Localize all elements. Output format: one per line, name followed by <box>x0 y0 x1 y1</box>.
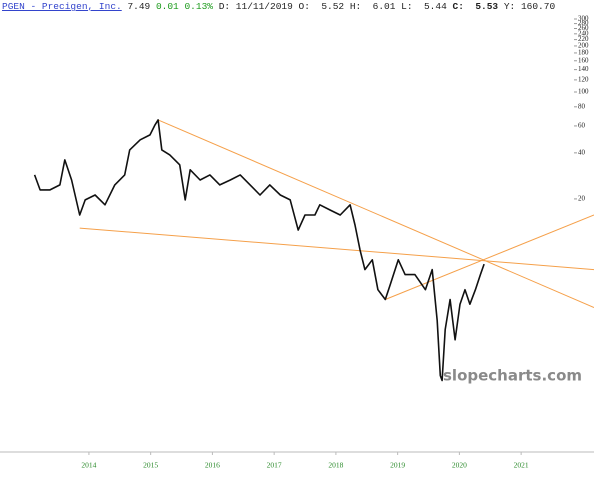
y-tick-label: 120 <box>578 75 589 83</box>
high-label: H: <box>349 1 362 12</box>
trendline <box>385 214 594 300</box>
y-tick-label: 280 <box>578 19 589 27</box>
symbol-link[interactable]: PGEN - Precigen, Inc. <box>2 1 122 12</box>
trendline <box>157 119 594 308</box>
price-line <box>33 119 485 382</box>
low: 5.44 <box>423 1 447 12</box>
y-tick-label: 200 <box>578 42 589 50</box>
change: 0.01 <box>155 1 179 12</box>
y-tick-label: 20 <box>578 195 586 203</box>
y-tick-label: 260 <box>578 24 589 32</box>
last-price: 7.49 <box>127 1 151 12</box>
x-tick-label: 2016 <box>205 461 220 470</box>
watermark: slopecharts.com <box>443 367 582 385</box>
x-tick-label: 2021 <box>514 461 529 470</box>
change-pct: 0.13% <box>184 1 213 12</box>
trendline <box>79 227 594 271</box>
high: 6.01 <box>372 1 396 12</box>
close: 5.53 <box>475 1 499 12</box>
y-tick-label: 40 <box>578 148 586 156</box>
y-label: Y: <box>503 1 516 12</box>
y-tick-label: 300 <box>578 15 589 23</box>
x-tick-label: 2015 <box>143 461 158 470</box>
x-tick-label: 2018 <box>328 461 343 470</box>
x-tick-label: 2020 <box>452 461 467 470</box>
date-label: D: <box>218 1 231 12</box>
date: 11/11/2019 <box>235 1 293 12</box>
open: 5.52 <box>321 1 345 12</box>
low-label: L: <box>401 1 413 12</box>
y-tick-label: 220 <box>578 35 589 43</box>
close-label: C: <box>452 1 464 12</box>
x-tick-label: 2019 <box>390 461 405 470</box>
plot-area <box>33 119 594 382</box>
y-tick-label: 140 <box>578 65 589 73</box>
y-tick-label: 100 <box>578 88 589 96</box>
y-value: 160.70 <box>520 1 556 12</box>
y-tick-label: 160 <box>578 56 589 64</box>
quote-header: PGEN - Precigen, Inc. 7.49 0.01 0.13% D:… <box>2 1 555 12</box>
y-tick-label: 180 <box>578 49 589 57</box>
open-label: O: <box>298 1 310 12</box>
y-tick-label: 240 <box>578 29 589 37</box>
y-tick-label: 80 <box>578 102 586 110</box>
x-tick-label: 2014 <box>81 461 96 470</box>
x-tick-label: 2017 <box>267 461 282 470</box>
y-tick-label: 60 <box>578 122 586 130</box>
